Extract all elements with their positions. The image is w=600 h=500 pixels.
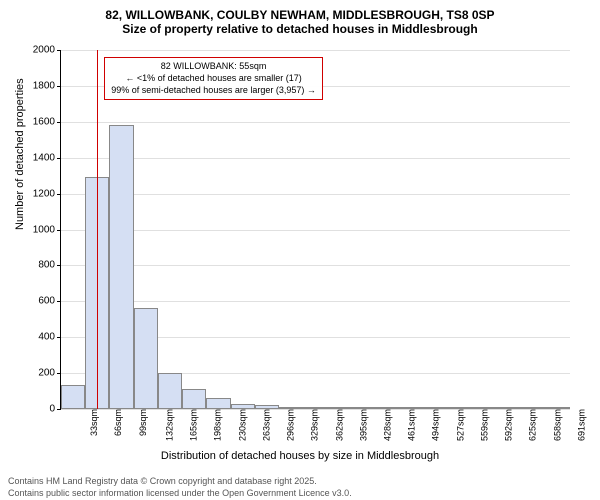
grid-line xyxy=(61,158,570,159)
y-tick-mark xyxy=(57,86,61,87)
y-tick-mark xyxy=(57,373,61,374)
x-axis-label: Distribution of detached houses by size … xyxy=(0,450,600,462)
x-tick-label: 132sqm xyxy=(160,409,174,441)
grid-line xyxy=(61,122,570,123)
x-tick-label: 625sqm xyxy=(524,409,538,441)
x-tick-label: 230sqm xyxy=(233,409,247,441)
x-tick-label: 296sqm xyxy=(281,409,295,441)
x-tick-label: 658sqm xyxy=(548,409,562,441)
y-axis-label: Number of detached properties xyxy=(14,78,26,230)
y-tick-mark xyxy=(57,158,61,159)
x-tick-label: 527sqm xyxy=(451,409,465,441)
annotation-line-2: ← <1% of detached houses are smaller (17… xyxy=(111,73,316,85)
chart-plot-area: 020040060080010001200140016001800200033s… xyxy=(60,50,570,410)
x-tick-label: 165sqm xyxy=(184,409,198,441)
x-tick-label: 559sqm xyxy=(475,409,489,441)
annotation-box: 82 WILLOWBANK: 55sqm ← <1% of detached h… xyxy=(104,57,323,100)
y-tick-mark xyxy=(57,230,61,231)
x-tick-label: 691sqm xyxy=(572,409,586,441)
y-tick-mark xyxy=(57,50,61,51)
y-tick-mark xyxy=(57,409,61,410)
histogram-bar xyxy=(134,308,158,409)
grid-line xyxy=(61,50,570,51)
grid-line xyxy=(61,265,570,266)
footer-line-1: Contains HM Land Registry data © Crown c… xyxy=(8,476,317,486)
x-tick-label: 263sqm xyxy=(257,409,271,441)
x-tick-label: 461sqm xyxy=(403,409,417,441)
x-tick-label: 395sqm xyxy=(354,409,368,441)
x-tick-label: 494sqm xyxy=(427,409,441,441)
chart-title-2: Size of property relative to detached ho… xyxy=(0,22,600,40)
chart-title-1: 82, WILLOWBANK, COULBY NEWHAM, MIDDLESBR… xyxy=(0,0,600,22)
histogram-bar xyxy=(182,389,206,409)
x-tick-label: 198sqm xyxy=(209,409,223,441)
histogram-bar xyxy=(158,373,182,409)
y-tick-mark xyxy=(57,337,61,338)
x-tick-label: 33sqm xyxy=(85,409,99,436)
annotation-line-3: 99% of semi-detached houses are larger (… xyxy=(111,85,316,97)
x-tick-label: 99sqm xyxy=(134,409,148,436)
y-tick-mark xyxy=(57,122,61,123)
histogram-bar xyxy=(206,398,230,409)
x-tick-label: 428sqm xyxy=(378,409,392,441)
x-tick-label: 66sqm xyxy=(110,409,124,436)
y-tick-mark xyxy=(57,301,61,302)
y-tick-mark xyxy=(57,194,61,195)
x-tick-label: 592sqm xyxy=(500,409,514,441)
grid-line xyxy=(61,230,570,231)
x-tick-label: 362sqm xyxy=(330,409,344,441)
grid-line xyxy=(61,194,570,195)
grid-line xyxy=(61,301,570,302)
reference-line xyxy=(97,50,98,409)
footer-line-2: Contains public sector information licen… xyxy=(8,488,352,498)
y-tick-mark xyxy=(57,265,61,266)
annotation-line-1: 82 WILLOWBANK: 55sqm xyxy=(111,61,316,73)
histogram-bar xyxy=(61,385,85,409)
x-tick-label: 329sqm xyxy=(306,409,320,441)
histogram-bar xyxy=(109,125,133,409)
